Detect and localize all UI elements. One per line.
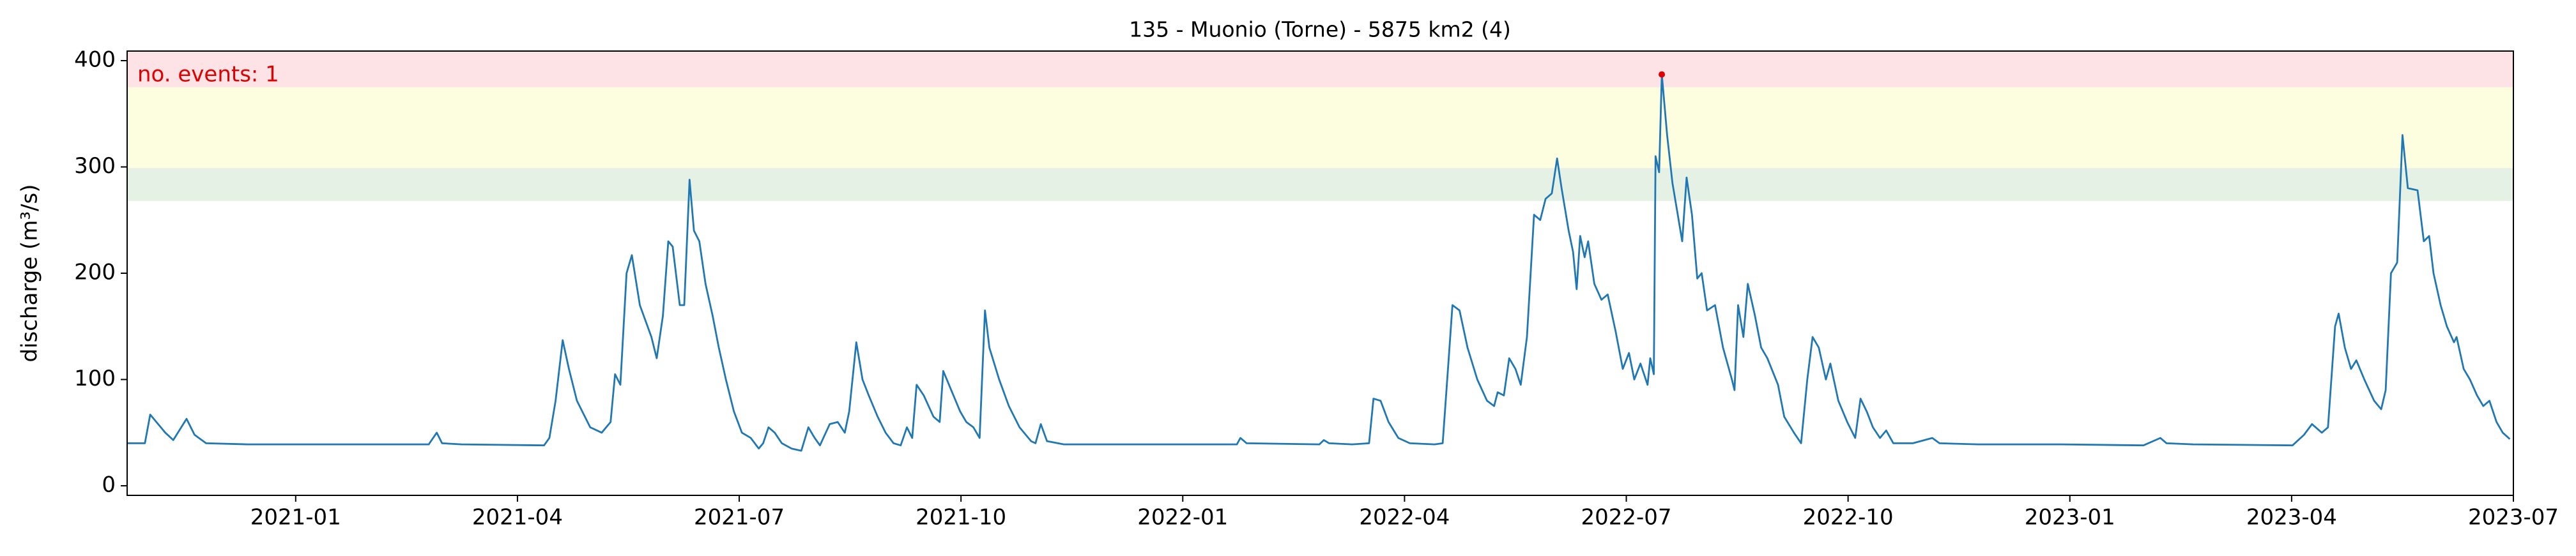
x-tick-label: 2023-01: [2025, 505, 2115, 530]
discharge-line: [127, 73, 2511, 452]
x-tick-label: 2022-10: [1803, 505, 1894, 530]
x-tick-label: 2022-07: [1581, 505, 1671, 530]
x-tick-label: 2023-07: [2468, 505, 2559, 530]
threshold-band: [127, 168, 2513, 201]
threshold-band: [127, 87, 2513, 169]
y-tick-label: 300: [74, 153, 116, 179]
x-tick-label: 2021-04: [472, 505, 563, 530]
y-tick-label: 200: [74, 260, 116, 285]
x-tick-label: 2022-01: [1137, 505, 1228, 530]
chart-title: 135 - Muonio (Torne) - 5875 km2 (4): [1129, 17, 1511, 42]
event-marker: [1659, 71, 1666, 78]
threshold-band: [127, 51, 2513, 87]
y-tick-label: 100: [74, 366, 116, 391]
y-axis-label: discharge (m³/s): [17, 184, 43, 363]
x-tick-label: 2022-04: [1359, 505, 1450, 530]
x-tick-label: 2021-07: [694, 505, 785, 530]
y-tick-label: 400: [74, 47, 116, 72]
y-tick-label: 0: [102, 472, 116, 498]
x-tick-label: 2021-10: [916, 505, 1006, 530]
annotation: no. events: 1: [137, 62, 279, 87]
x-tick-label: 2023-04: [2246, 505, 2337, 530]
x-tick-label: 2021-01: [250, 505, 341, 530]
